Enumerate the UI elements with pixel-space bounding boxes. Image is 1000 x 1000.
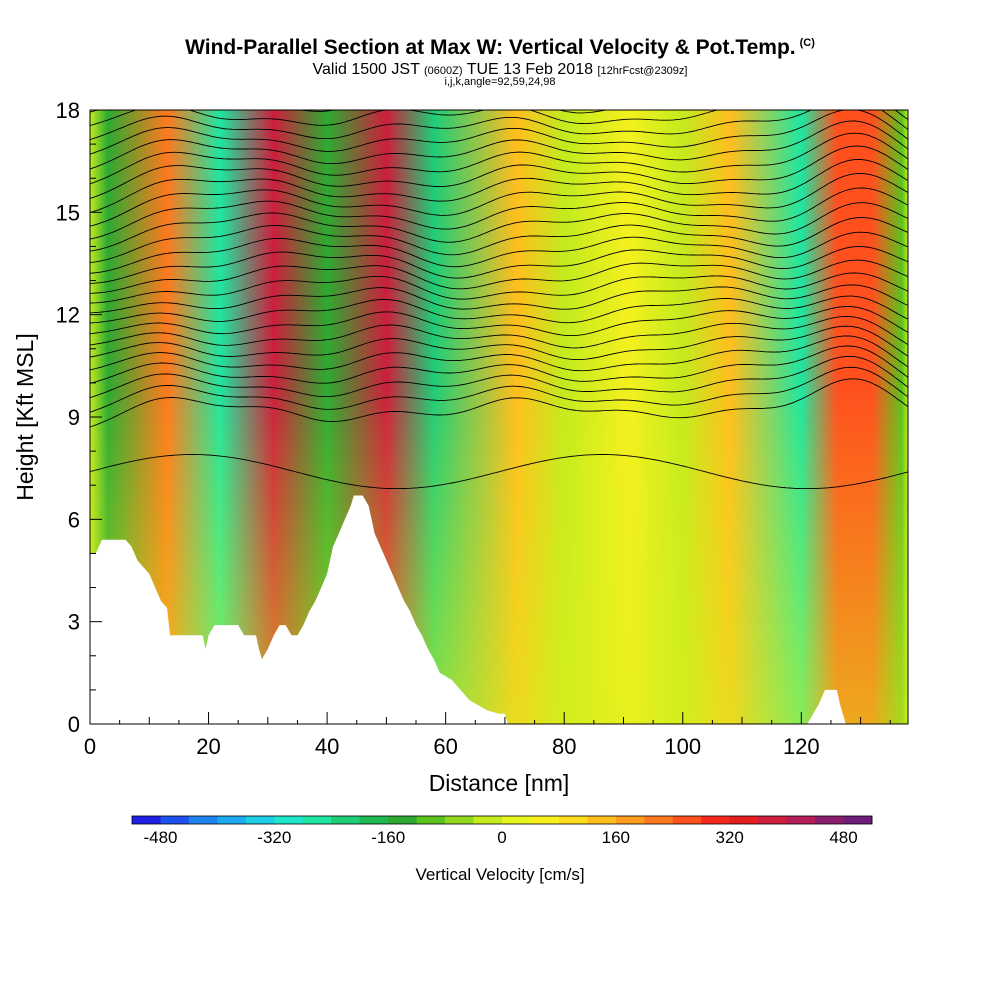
copyright-mark: (C): [799, 37, 815, 49]
colorbar-swatch: [502, 816, 531, 824]
colorbar-swatch: [786, 816, 816, 824]
isentrope: [90, 132, 908, 185]
colorbar-label: Vertical Velocity [cm/s]: [415, 865, 584, 884]
chart-title: Wind-Parallel Section at Max W: Vertical…: [185, 36, 815, 59]
isentrope: [90, 145, 908, 199]
colorbar-tick-label: 160: [602, 828, 630, 847]
isentrope: [90, 59, 908, 90]
isentrope: [90, 284, 908, 314]
colorbar-swatch: [672, 816, 702, 824]
isentrope: [90, 69, 908, 102]
colorbar-swatch: [132, 816, 161, 824]
isentrope: [90, 173, 908, 227]
isentrope: [90, 355, 908, 399]
isentrope: [90, 120, 908, 170]
isentrope: [90, 202, 908, 252]
colorbar-swatch: [274, 816, 304, 824]
colorbar-tick-label: 0: [497, 828, 506, 847]
y-tick-label: 9: [68, 405, 80, 430]
terrain: [90, 495, 908, 724]
y-axis-label: Height [Kft MSL]: [12, 333, 38, 500]
colorbar-swatch: [388, 816, 418, 824]
y-tick-label: 3: [68, 610, 80, 635]
isentrope: [90, 110, 908, 141]
isentrope: [90, 217, 908, 263]
chart-subtitle: Valid 1500 JST (0600Z) TUE 13 Feb 2018 […: [312, 61, 688, 78]
x-tick-label: 100: [664, 734, 701, 759]
y-tick-label: 12: [56, 303, 80, 328]
colorbar-tick-label: -160: [371, 828, 405, 847]
y-tick-label: 6: [68, 507, 80, 532]
colorbar-swatch: [587, 816, 617, 824]
isentrope: [90, 378, 908, 428]
isentrope: [90, 259, 908, 294]
isentrope: [90, 315, 908, 349]
colorbar-swatch: [758, 816, 788, 824]
colorbar-ticks: -480 -320 -160 0 160 320 480: [143, 828, 857, 847]
colorbar-tick-label: -320: [257, 828, 291, 847]
isentrope: [90, 231, 908, 274]
y-tick-label: 18: [56, 98, 80, 123]
colorbar-swatch: [416, 816, 446, 824]
isentrope: [90, 159, 908, 213]
colorbar-swatch: [644, 816, 674, 824]
x-axis-label: Distance [nm]: [429, 770, 570, 796]
potential-temperature-contours: [90, 15, 908, 490]
low-level-weakening: [90, 110, 908, 724]
isentrope: [90, 325, 908, 361]
isentrope: [90, 15, 908, 45]
colorbar-swatch: [530, 816, 560, 824]
colorbar-swatch: [445, 816, 474, 824]
colorbar-swatch: [188, 816, 218, 824]
colorbar-swatch: [245, 816, 275, 824]
colorbar-swatch: [815, 816, 844, 824]
isentrope: [90, 110, 608, 114]
colorbar-swatch: [701, 816, 731, 824]
colorbar-swatch: [331, 816, 361, 824]
isentrope: [90, 49, 908, 78]
grid-indices: i,j,k,angle=92,59,24,98: [444, 76, 556, 88]
colorbar-swatch: [473, 816, 503, 824]
colorbar: [131, 815, 873, 825]
x-tick-label: 120: [783, 734, 820, 759]
isentrope: [90, 27, 908, 55]
isentrope: [90, 295, 908, 324]
x-tick-label: 40: [315, 734, 339, 759]
x-tick-label: 0: [84, 734, 96, 759]
isentrope: [90, 246, 908, 284]
isentrope: [90, 110, 908, 126]
colorbar-swatch: [615, 816, 645, 824]
x-tick-label: 20: [196, 734, 220, 759]
isentrope: [90, 454, 908, 490]
y-tick-label: 15: [56, 200, 80, 225]
colorbar-swatch: [302, 816, 332, 824]
x-tick-label: 60: [433, 734, 457, 759]
x-axis: 0 20 40 60 80 100 120: [84, 712, 891, 759]
isentrope: [90, 110, 908, 155]
colorbar-swatch: [843, 816, 873, 824]
y-tick-label: 0: [68, 712, 80, 737]
colorbar-tick-label: 480: [829, 828, 857, 847]
colorbar-tick-label: 320: [716, 828, 744, 847]
colorbar-swatch: [558, 816, 588, 824]
isentrope: [90, 187, 908, 240]
colorbar-swatch: [729, 816, 759, 824]
colorbar-swatch: [160, 816, 190, 824]
isentrope: [90, 345, 908, 384]
isentrope: [90, 272, 908, 304]
colorbar-tick-label: -480: [143, 828, 177, 847]
isentrope: [90, 366, 908, 413]
isentrope: [90, 306, 908, 337]
colorbar-swatch: [217, 816, 247, 824]
isentrope: [90, 38, 908, 65]
y-axis: 0 3 6 9 12 15 18: [56, 98, 102, 737]
isentrope: [90, 335, 908, 372]
x-tick-label: 80: [552, 734, 576, 759]
colorbar-swatch: [359, 816, 389, 824]
